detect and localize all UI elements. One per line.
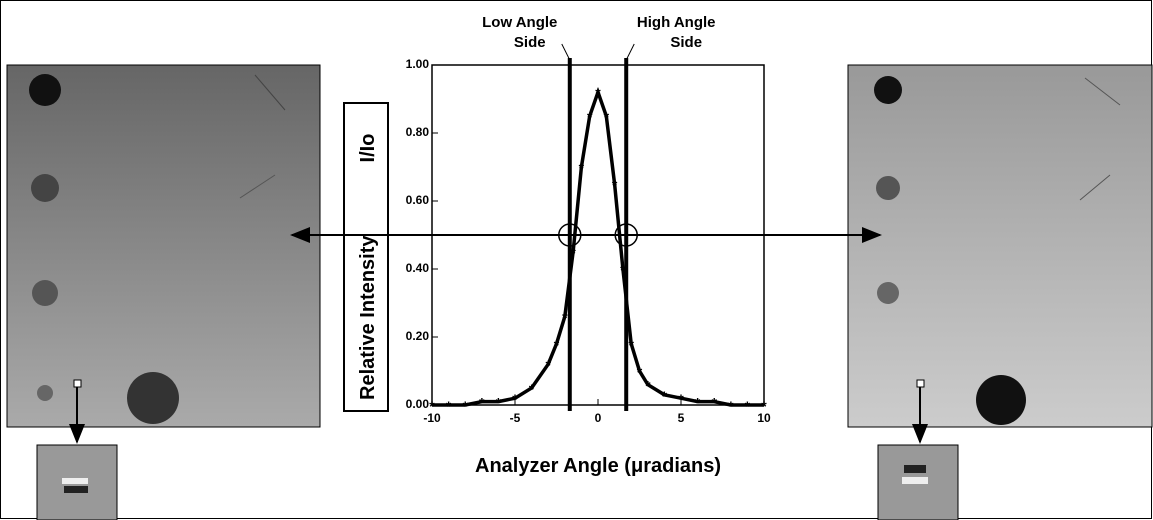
reference-label: Side [514, 34, 546, 51]
y-tick-label: 1.00 [406, 57, 430, 71]
inset-arrows [69, 387, 928, 444]
data-point: * [695, 395, 701, 411]
left-inset [36, 444, 118, 520]
x-axis-label: Analyzer Angle (μradians) [475, 455, 721, 477]
data-point: * [554, 337, 560, 353]
y-tick-label: 0.80 [406, 125, 430, 139]
right-radiograph [847, 64, 1153, 428]
data-point: * [662, 388, 668, 404]
data-point: * [612, 177, 618, 193]
data-point: * [587, 109, 593, 125]
reference-label: High Angle [637, 14, 716, 31]
data-point: * [711, 395, 717, 411]
x-tick-label: 5 [678, 411, 685, 425]
working-point [558, 223, 582, 247]
data-point: * [429, 398, 435, 414]
x-tick-label: -5 [510, 411, 521, 425]
y-tick-label: 0.60 [406, 193, 430, 207]
data-point: * [446, 398, 452, 414]
data-point: * [728, 398, 734, 414]
curve [432, 86, 764, 407]
data-point: * [628, 337, 634, 353]
reference-pointer [561, 43, 571, 61]
data-point: * [637, 364, 643, 380]
data-point: * [645, 378, 651, 394]
x-tick-label: 10 [757, 411, 771, 425]
data-point: * [678, 391, 684, 407]
data-point: * [745, 398, 751, 414]
y-axis-unit: I/Io [357, 134, 379, 163]
x-tick-label: 0 [595, 411, 602, 425]
data-point: * [529, 381, 535, 397]
working-point [614, 223, 638, 247]
y-tick-label: 0.00 [406, 397, 430, 411]
reference-label: Low Angle [482, 14, 557, 31]
data-point: * [620, 262, 626, 278]
data-point: * [595, 85, 601, 101]
y-tick-label: 0.20 [406, 329, 430, 343]
data-point: * [570, 245, 576, 261]
left-radiograph [6, 64, 321, 428]
y-axis-label: Relative Intensity [357, 235, 379, 400]
x-tick-label: -10 [423, 411, 441, 425]
data-point: * [604, 109, 610, 125]
data-point: * [761, 398, 767, 414]
right-inset [877, 444, 959, 520]
data-point: * [512, 391, 518, 407]
reference-label: Side [670, 34, 702, 51]
data-point: * [462, 398, 468, 414]
plot: 0.00 0.20 0.40 0.60 0.80 1.00 -10 -5 0 5 10 Analyze… [290, 14, 882, 477]
data-point: * [479, 395, 485, 411]
y-label-box: Relative Intensity I/Io [343, 102, 389, 412]
data-point: * [562, 310, 568, 326]
data-point: * [496, 395, 502, 411]
y-label-frame [343, 102, 389, 412]
data-point: * [579, 160, 585, 176]
reference-pointer [625, 43, 635, 61]
data-point: * [545, 357, 551, 373]
y-tick-label: 0.40 [406, 261, 430, 275]
